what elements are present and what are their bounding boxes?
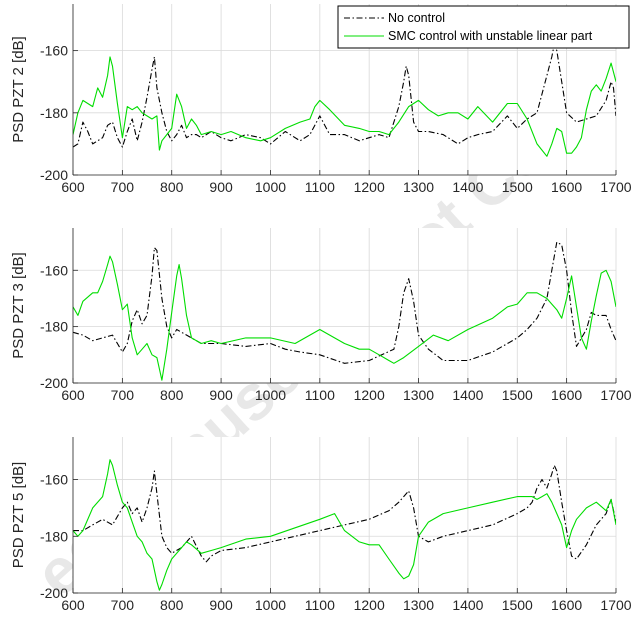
y-tick-label: -160 [40,43,68,59]
series-line-no-control [73,241,616,364]
x-tick-label: 900 [209,597,233,613]
y-tick-label: -160 [40,472,68,488]
x-tick-label: 1100 [305,179,335,195]
x-tick-label: 1300 [403,597,434,613]
x-tick-label: 900 [209,179,233,195]
x-tick-label: 1100 [305,597,335,613]
x-tick-label: 900 [209,387,233,403]
x-tick-label: 600 [61,597,85,613]
y-tick-label: -200 [40,167,68,183]
series-line-smc-control [73,459,616,591]
x-tick-label: 1500 [502,597,533,613]
x-tick-label: 600 [61,179,85,195]
y-tick-label: -180 [40,319,68,335]
y-axis-label: PSD PZT 5 [dB] [10,462,27,568]
legend: No control SMC control with unstable lin… [337,5,630,49]
x-tick-label: 700 [111,597,135,613]
y-axis-label: PSD PZT 2 [dB] [10,36,27,142]
x-tick-label: 800 [160,387,184,403]
x-tick-label: 700 [111,387,135,403]
y-tick-label: -200 [40,585,68,601]
legend-label-smc: SMC control with unstable linear part [388,29,593,43]
x-tick-label: 800 [160,597,184,613]
x-tick-label: 600 [61,387,85,403]
x-tick-label: 1400 [452,179,483,195]
x-tick-label: 1300 [403,179,434,195]
x-tick-label: 1500 [502,179,533,195]
series-line-no-control [73,464,616,563]
plot-area [73,437,616,593]
x-tick-label: 1700 [600,597,631,613]
x-tick-label: 1000 [255,387,286,403]
x-tick-label: 1300 [403,387,434,403]
x-tick-label: 1000 [255,179,286,195]
x-tick-label: 1600 [551,597,582,613]
x-tick-label: 700 [111,179,135,195]
y-tick-label: -180 [40,528,68,544]
subplot-psd-pzt-5: 600 700 800 900 1000 1100 1200 1300 1400 1500 1600… [10,437,631,613]
x-tick-label: 1600 [551,387,582,403]
series-line-smc-control [73,56,616,157]
x-tick-label: 1400 [452,387,483,403]
y-tick-label: -160 [40,262,68,278]
legend-box [337,5,630,49]
y-axis-label: PSD PZT 3 [dB] [10,252,27,358]
x-tick-label: 1200 [354,387,385,403]
y-tick-label: -180 [40,105,68,121]
x-tick-label: 1500 [502,387,533,403]
x-tick-label: 1200 [354,179,385,195]
x-tick-label: 1700 [600,387,631,403]
subplot-psd-pzt-3: 600 700 800 900 1000 1100 1200 1300 1400 1500 1600… [10,228,631,403]
x-tick-label: 1700 [600,179,631,195]
x-tick-label: 1000 [255,597,286,613]
x-tick-label: 800 [160,179,184,195]
x-tick-label: 1100 [305,387,335,403]
x-tick-label: 1600 [551,179,582,195]
y-tick-label: -200 [40,375,68,391]
series-line-smc-control [73,255,616,381]
series-line-no-control [73,43,616,148]
x-tick-label: 1400 [452,597,483,613]
x-tick-label: 1200 [354,597,385,613]
legend-label-no-control: No control [388,11,445,25]
